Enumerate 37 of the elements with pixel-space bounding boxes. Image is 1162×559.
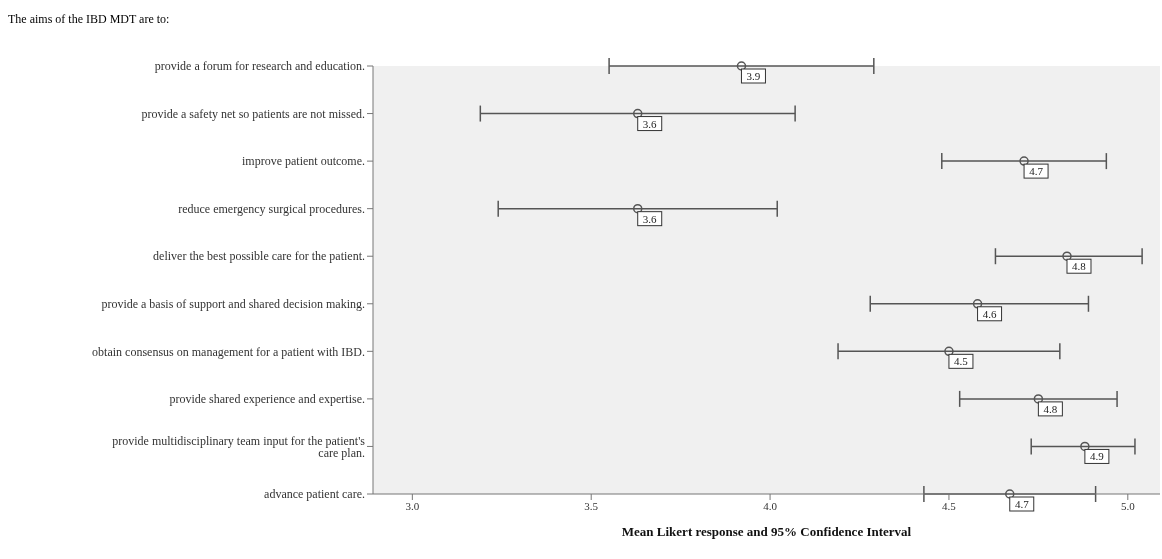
y-tick-label: provide a safety net so patients are not missed. bbox=[141, 106, 365, 121]
data-label: 3.6 bbox=[642, 117, 658, 130]
data-label: 4.9 bbox=[1090, 450, 1105, 463]
point bbox=[1019, 156, 1029, 166]
data-label: 3.9 bbox=[746, 70, 761, 82]
data-label: 3.6 bbox=[642, 212, 658, 225]
x-tick-label: 3.0 bbox=[405, 499, 420, 512]
point bbox=[736, 61, 747, 71]
y-tick-label: provide multidisciplinary team input for the patient's care plan. bbox=[112, 433, 366, 460]
point bbox=[1062, 251, 1072, 261]
y-tick-label: provide a forum for research and education. bbox=[154, 59, 365, 74]
text: The aims of the IBD MDT are to: bbox=[8, 11, 171, 28]
point bbox=[1005, 489, 1015, 499]
point bbox=[632, 203, 643, 214]
y-tick-label: advance patient care. bbox=[264, 487, 365, 502]
point bbox=[1033, 394, 1044, 404]
y-tick-label: obtain consensus on management for a patient with IBD. bbox=[92, 344, 365, 359]
x-tick-label: 4.5 bbox=[942, 499, 957, 512]
x-axis-title: Mean Likert response and 95% Confidence Interval bbox=[621, 524, 912, 539]
point bbox=[632, 108, 643, 119]
point bbox=[972, 299, 983, 309]
data-label: 4.7 bbox=[1029, 165, 1044, 178]
data-label: 4.5 bbox=[954, 355, 969, 368]
point bbox=[944, 346, 954, 357]
y-tick-label: provide a basis of support and shared decision making. bbox=[101, 297, 365, 312]
data-label: 4.8 bbox=[1043, 402, 1058, 415]
data-label: 4.6 bbox=[982, 307, 997, 320]
data-label: 4.7 bbox=[1014, 498, 1030, 510]
y-tick-label: reduce emergency surgical procedures. bbox=[178, 201, 365, 216]
y-tick-label: provide shared experience and expertise. bbox=[169, 392, 365, 407]
x-tick-label: 5.0 bbox=[1120, 499, 1136, 512]
y-tick-label: deliver the best possible care for the patient. bbox=[153, 249, 365, 264]
x-tick-label: 4.0 bbox=[763, 499, 778, 512]
data-label: 4.8 bbox=[1072, 260, 1087, 273]
point bbox=[1080, 441, 1090, 452]
y-tick-label: improve patient outcome. bbox=[242, 154, 365, 169]
x-tick-label: 3.5 bbox=[584, 499, 599, 512]
